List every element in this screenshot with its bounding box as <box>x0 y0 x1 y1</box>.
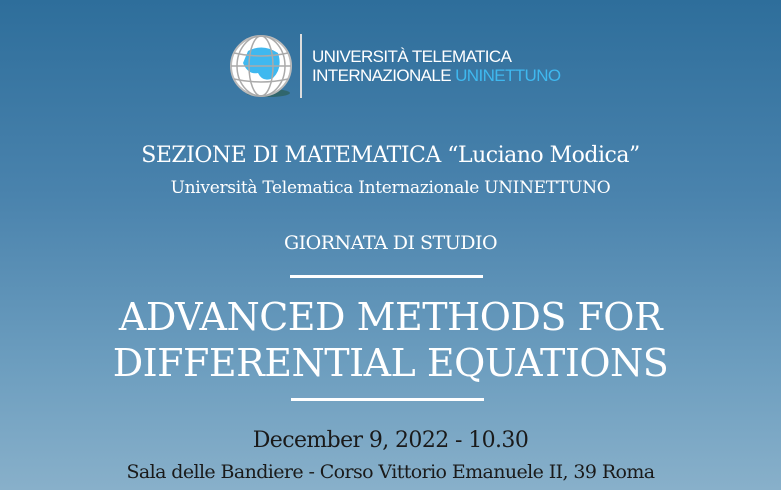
logo-text: UNIVERSITÀ TELEMATICA INTERNAZIONALE UNI… <box>312 47 561 85</box>
event-type: GIORNATA DI STUDIO <box>283 232 498 254</box>
event-date: December 9, 2022 - 10.30 <box>252 428 529 453</box>
section-name: SEZIONE DI MATEMATICA “Luciano Modica” <box>141 143 640 168</box>
university-logo: UNIVERSITÀ TELEMATICA INTERNAZIONALE UNI… <box>228 33 561 99</box>
event-title: ADVANCED METHODS FOR DIFFERENTIAL EQUATI… <box>0 294 781 386</box>
logo-line2: INTERNAZIONALE <box>312 66 456 85</box>
globe-icon <box>230 35 292 97</box>
title-line1: ADVANCED METHODS FOR <box>118 295 663 339</box>
divider-top <box>290 275 483 278</box>
event-venue: Sala delle Bandiere - Corso Vittorio Ema… <box>126 461 655 483</box>
university-name: Università Telematica Internazionale UNI… <box>170 178 611 198</box>
logo-line2-accent: UNINETTUNO <box>455 66 561 85</box>
title-line2: DIFFERENTIAL EQUATIONS <box>112 341 669 385</box>
logo-divider <box>300 34 302 98</box>
divider-bottom <box>291 398 484 401</box>
logo-line1: UNIVERSITÀ TELEMATICA <box>312 47 512 66</box>
